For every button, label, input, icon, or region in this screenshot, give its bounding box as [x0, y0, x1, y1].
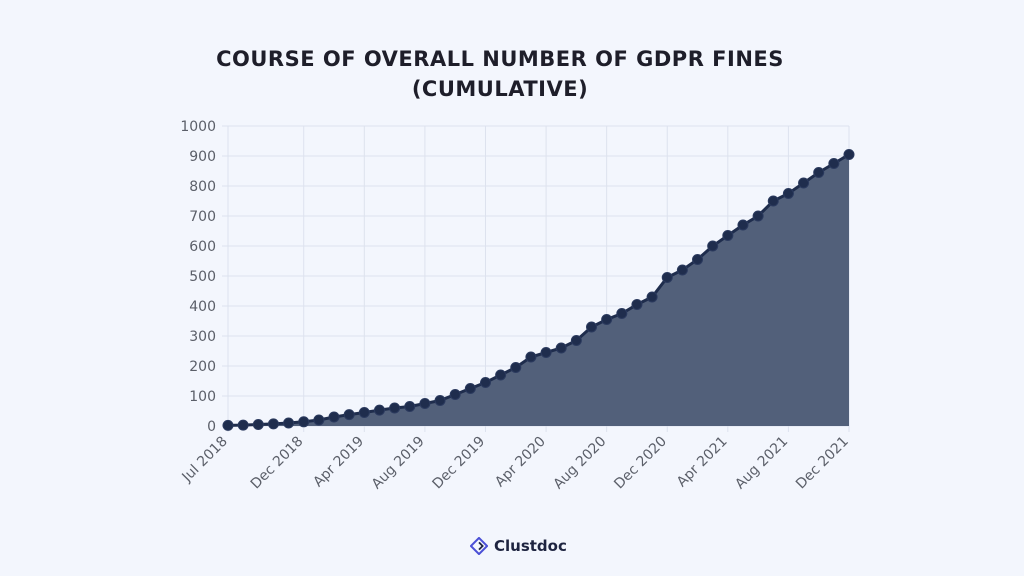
x-tick-label: Dec 2020: [611, 434, 670, 493]
data-point: [343, 409, 355, 421]
brand-footer: Clustdoc: [470, 537, 567, 555]
data-point: [510, 362, 522, 373]
data-point: [283, 417, 295, 429]
data-point: [237, 419, 249, 431]
y-tick-label: 300: [189, 329, 216, 345]
data-point: [737, 219, 749, 231]
data-point: [555, 342, 567, 354]
x-tick-label: Apr 2019: [310, 434, 367, 491]
x-tick-label: Apr 2020: [492, 434, 549, 491]
data-point: [722, 230, 734, 241]
area-fill: [228, 154, 849, 426]
y-tick-label: 400: [189, 299, 216, 315]
data-point: [252, 419, 264, 430]
x-tick-label: Aug 2021: [732, 434, 791, 493]
data-point: [798, 177, 810, 189]
y-tick-label: 100: [189, 389, 216, 405]
data-point: [358, 407, 370, 418]
x-tick-label: Dec 2019: [430, 434, 489, 493]
data-point: [419, 398, 431, 409]
data-point: [707, 240, 719, 252]
brand-name: Clustdoc: [494, 537, 567, 555]
x-tick-label: Aug 2019: [369, 434, 428, 493]
data-point: [540, 347, 552, 358]
title-line-1: COURSE OF OVERALL NUMBER OF GDPR FINES: [216, 47, 784, 71]
title-line-2: (CUMULATIVE): [411, 77, 589, 101]
data-points: [222, 149, 855, 431]
x-tick-label: Apr 2021: [674, 434, 731, 491]
data-point: [646, 291, 658, 303]
y-axis: 0 100 200 300 400 500 600 700 800 900 1000: [180, 119, 216, 435]
data-point: [813, 167, 825, 178]
data-point: [525, 351, 537, 363]
data-point: [782, 188, 794, 199]
data-point: [843, 149, 855, 160]
y-tick-label: 900: [189, 149, 216, 165]
data-point: [464, 383, 476, 394]
data-point: [828, 158, 840, 169]
data-point: [222, 419, 234, 431]
x-tick-label: Dec 2021: [793, 434, 852, 493]
data-point: [495, 369, 507, 381]
y-tick-label: 700: [189, 209, 216, 225]
y-tick-label: 0: [207, 419, 216, 435]
data-point: [692, 254, 704, 265]
data-point: [313, 414, 325, 426]
data-point: [586, 321, 598, 333]
data-point: [449, 389, 461, 400]
data-point: [661, 272, 673, 283]
x-axis: Jul 2018 Dec 2018 Apr 2019 Aug 2019 Dec 2019…: [179, 434, 852, 493]
x-tick-label: Dec 2018: [248, 434, 307, 493]
data-point: [434, 395, 446, 406]
data-point: [570, 335, 582, 346]
chart-title: COURSE OF OVERALL NUMBER OF GDPR FINES (…: [0, 44, 1000, 104]
data-point: [601, 314, 613, 325]
y-tick-label: 200: [189, 359, 216, 375]
x-tick-label: Jul 2018: [179, 434, 231, 486]
data-point: [752, 210, 764, 222]
data-point: [631, 299, 643, 310]
data-point: [328, 411, 340, 423]
data-point: [767, 195, 779, 207]
diamond-logo-icon: [470, 537, 488, 555]
y-tick-label: 800: [189, 179, 216, 195]
data-point: [616, 308, 628, 319]
data-point: [267, 418, 279, 430]
y-tick-label: 500: [189, 269, 216, 285]
data-point: [404, 401, 416, 412]
data-point: [373, 404, 385, 416]
y-tick-label: 600: [189, 239, 216, 255]
x-tick-label: Aug 2020: [550, 434, 609, 493]
data-point: [389, 402, 401, 414]
data-point: [298, 416, 310, 428]
data-point: [479, 377, 491, 388]
y-tick-label: 1000: [180, 119, 216, 135]
data-point: [676, 264, 688, 276]
